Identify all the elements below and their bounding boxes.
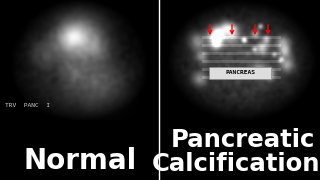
Bar xyxy=(0,120,320,180)
Text: Pancreatic: Pancreatic xyxy=(171,128,315,152)
Text: Normal: Normal xyxy=(23,147,137,175)
Text: TRV  PANC  I: TRV PANC I xyxy=(5,103,50,108)
Text: Calcifications: Calcifications xyxy=(151,152,320,176)
Text: PANCREAS: PANCREAS xyxy=(225,71,255,75)
FancyBboxPatch shape xyxy=(209,67,271,79)
